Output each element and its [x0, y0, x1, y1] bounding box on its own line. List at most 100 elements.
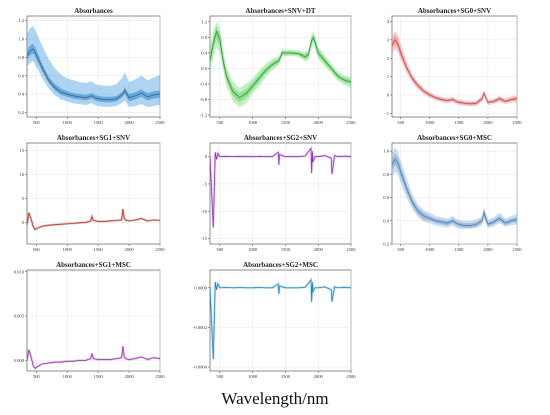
x-tick-label: 2500 [155, 247, 165, 252]
y-tick-label: -1.2 [200, 113, 208, 118]
x-tick-label: 1500 [94, 120, 104, 125]
y-tick-label: 2 [387, 56, 390, 61]
chart-panel: 500 1000 1500 2000 2500 -1.2 -0.8 -0.4 0.0 0.4 0.8… [200, 7, 357, 125]
x-tick-label: 1000 [63, 120, 73, 125]
y-tick-label: 0.6 [18, 73, 24, 78]
chart-panel: 500 1000 1500 2000 2500 0.2 0.4 0.6 0.8 1.0 Absorb… [383, 134, 522, 252]
chart-title: Absorbances+SG1+MSC [56, 261, 131, 269]
data-layer [392, 147, 517, 229]
x-tick-label: 500 [216, 247, 224, 252]
y-tick-label: 1.2 [201, 19, 207, 24]
y-tick-label: -5 [203, 182, 208, 187]
y-tick-label: -0.8 [200, 97, 208, 102]
chart-panel: 500 1000 1500 2000 2500 -1 0 1 2 3 4 Absorbances+SG… [385, 7, 522, 125]
plot-area [391, 142, 518, 245]
y-tick-label: 0.4 [18, 92, 24, 97]
y-tick-label: 0.2 [18, 110, 24, 115]
chart-title: Absorbances+SG1+SNV [57, 134, 130, 142]
x-tick-label: 500 [397, 120, 405, 125]
chart-title: Absorbances+SG0+SNV [418, 7, 491, 15]
x-tick-label: 500 [33, 120, 41, 125]
x-tick-label: 1000 [425, 247, 435, 252]
x-tick-label: 2000 [314, 120, 324, 125]
mean-line [210, 30, 351, 99]
x-tick-label: 500 [33, 374, 41, 379]
chart-title: Absorbances+SG2+MSC [243, 261, 318, 269]
y-tick-label: -1 [385, 111, 390, 116]
y-tick-label: 0 [22, 220, 25, 225]
x-tick-label: 1500 [454, 247, 464, 252]
x-tick-label: 1500 [281, 247, 291, 252]
y-tick-label: -0.0002 [193, 325, 208, 330]
x-tick-label: 1500 [281, 374, 291, 379]
y-tick-label: 1.0 [383, 149, 389, 154]
y-tick-label: 3 [387, 37, 390, 42]
y-tick-label: 1 [387, 74, 390, 79]
y-tick-label: 10 [19, 172, 24, 177]
x-tick-label: 1000 [63, 247, 73, 252]
outer-band [392, 30, 517, 107]
data-layer [210, 276, 351, 360]
outer-band [27, 26, 160, 107]
y-tick-label: 0.0 [201, 66, 207, 71]
y-tick-label: 0.8 [201, 35, 207, 40]
data-layer [27, 26, 160, 107]
x-tick-label: 2500 [346, 247, 356, 252]
y-tick-label: 0.005 [14, 314, 25, 319]
mean-line [392, 158, 517, 226]
plot-area [26, 15, 161, 118]
x-tick-label: 2000 [483, 247, 493, 252]
plot-area [209, 142, 352, 245]
x-tick-label: 1000 [248, 247, 258, 252]
data-layer [210, 21, 351, 108]
y-tick-label: -10 [201, 209, 208, 214]
y-tick-label: 1.2 [18, 18, 24, 23]
y-tick-label: 4 [387, 19, 390, 24]
y-tick-label: 0.010 [14, 269, 25, 274]
y-tick-label: 0.4 [201, 51, 207, 56]
x-tick-label: 2000 [124, 120, 134, 125]
chart-title: Absorbances+SG2+SNV [244, 134, 317, 142]
y-tick-label: 0.4 [383, 218, 389, 223]
x-tick-label: 2500 [512, 120, 522, 125]
y-tick-label: -15 [201, 236, 208, 241]
x-tick-label: 2000 [124, 374, 134, 379]
y-tick-label: 15 [19, 148, 24, 153]
x-tick-label: 2000 [314, 247, 324, 252]
series-line [210, 147, 351, 228]
x-tick-label: 500 [397, 247, 405, 252]
series-line [27, 346, 160, 369]
chart-panel: 500 1000 1500 2000 2500 0.000 0.005 0.010 Absorb… [14, 261, 166, 379]
x-tick-label: 2500 [155, 374, 165, 379]
plot-area [209, 269, 352, 372]
x-tick-label: 2000 [314, 374, 324, 379]
panels: 500 1000 1500 2000 25000.20.40.60.81.01.2Abs… [14, 7, 523, 379]
y-tick-label: 0.2 [383, 242, 389, 247]
x-tick-label: 2500 [512, 247, 522, 252]
data-layer [27, 346, 160, 370]
y-tick-label: 0 [387, 93, 390, 98]
x-tick-label: 1000 [248, 374, 258, 379]
x-tick-label: 2500 [346, 374, 356, 379]
plot-area [26, 142, 161, 245]
figure-x-axis-label: Wavelength/nm [221, 389, 328, 408]
x-tick-label: 1000 [63, 374, 73, 379]
y-tick-label: 5 [22, 196, 25, 201]
x-tick-label: 1500 [454, 120, 464, 125]
y-tick-label: 0.8 [18, 55, 24, 60]
y-tick-label: 0.000 [14, 358, 25, 363]
x-tick-label: 1500 [94, 374, 104, 379]
chart-panel: 500 1000 1500 2000 2500 -15 -10 -5 0 Absorbances+… [201, 134, 356, 252]
y-tick-label: 0.6 [383, 195, 389, 200]
x-tick-label: 2000 [483, 120, 493, 125]
x-tick-label: 1500 [94, 247, 104, 252]
x-tick-label: 2000 [124, 247, 134, 252]
x-tick-label: 2500 [346, 120, 356, 125]
x-tick-label: 2500 [155, 120, 165, 125]
y-tick-label: 1.0 [18, 37, 24, 42]
x-tick-label: 500 [216, 374, 224, 379]
chart-title: Absorbances+SG0+MSC [417, 134, 492, 142]
y-tick-label: -0.0004 [193, 365, 208, 370]
chart-panel: 500 1000 1500 2000 2500 0 5 10 15 Absorbances+SG1… [19, 134, 165, 252]
